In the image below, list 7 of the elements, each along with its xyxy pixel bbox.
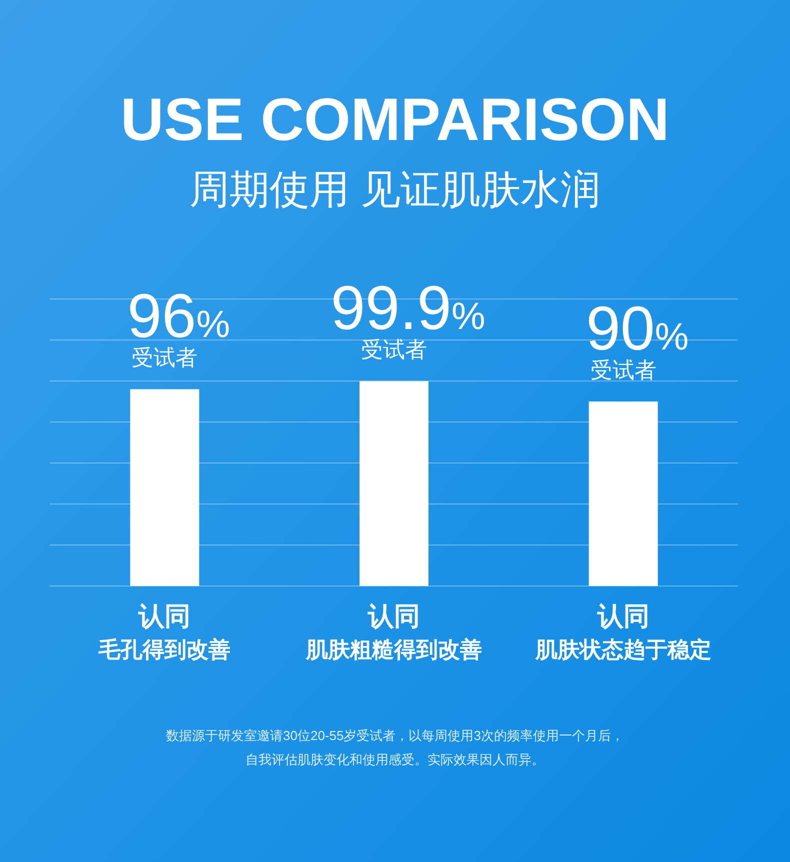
category: 认同肌肤粗糙得到改善 <box>306 601 482 662</box>
title: USE COMPARISON <box>120 86 670 153</box>
text: 自我评估肌肤变化和使用感受。实际效果因人而异。 <box>246 752 544 767</box>
subtitle: 周期使用 见证肌肤水润 <box>189 168 601 212</box>
category: 认同肌肤状态趋于稳定 <box>535 601 712 662</box>
category: 认同毛孔得到改善 <box>98 601 231 662</box>
text: 数据源于研发室邀请30位20-55岁受试者，以每周使用3次的频率使用一个月后， <box>166 728 624 743</box>
